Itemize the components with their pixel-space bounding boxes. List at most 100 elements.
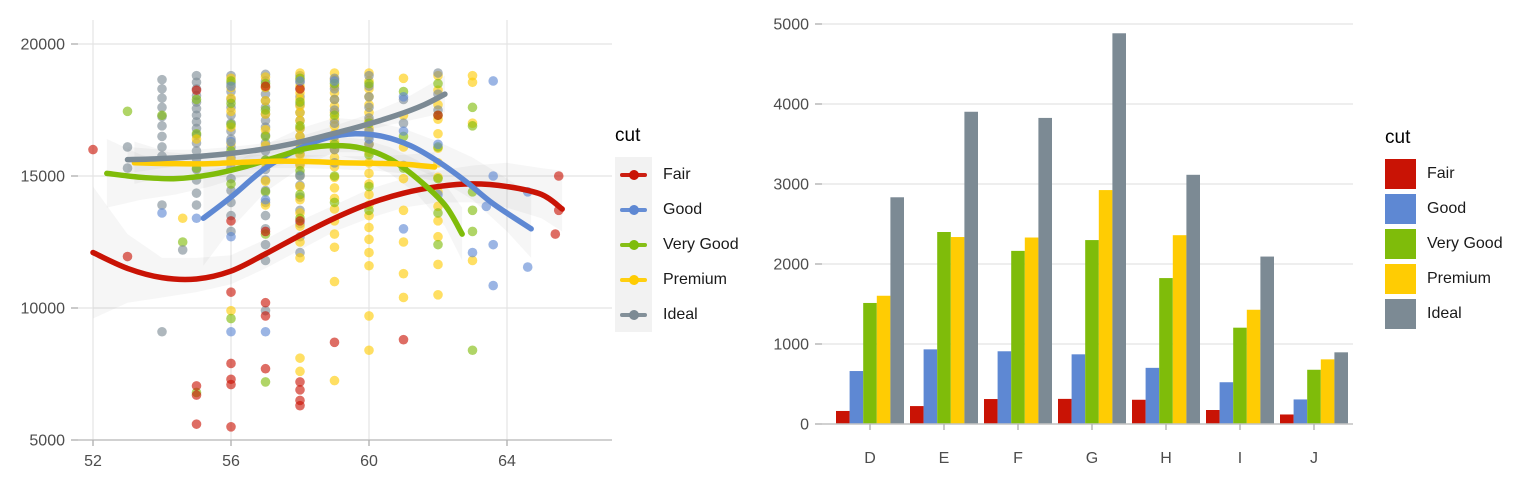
scatter-point bbox=[433, 231, 443, 242]
scatter-point bbox=[295, 353, 305, 363]
bar-I-Premium bbox=[1246, 309, 1261, 424]
scatter-point bbox=[295, 97, 305, 107]
bar-H-Good bbox=[1145, 367, 1160, 424]
scatter-point bbox=[295, 189, 305, 200]
scatter-point bbox=[157, 102, 167, 113]
scatter-point bbox=[295, 121, 305, 131]
scatter-point bbox=[295, 385, 305, 395]
bar-H-Very Good bbox=[1159, 278, 1173, 424]
legend-title: cut bbox=[615, 125, 641, 146]
smooth-curve-Ideal bbox=[124, 91, 448, 163]
scatter-point bbox=[191, 213, 202, 224]
tick-label: 64 bbox=[498, 453, 516, 470]
scatter-point bbox=[191, 381, 202, 391]
bar-D-Ideal bbox=[890, 197, 904, 424]
scatter-point bbox=[157, 84, 167, 94]
legend-item-fair: Fair bbox=[1385, 159, 1503, 189]
legend-title: cut bbox=[1385, 127, 1411, 148]
scatter-point bbox=[260, 81, 271, 92]
scatter-point bbox=[364, 181, 374, 192]
tick-label: F bbox=[1013, 450, 1023, 467]
bar-H-Ideal bbox=[1186, 174, 1200, 424]
scatter-point bbox=[191, 390, 202, 400]
legend-item-ideal: Ideal bbox=[615, 297, 739, 332]
scatter-point bbox=[433, 128, 443, 139]
legend-swatch bbox=[1385, 194, 1416, 224]
scatter-point bbox=[398, 268, 409, 279]
bar-D-Good bbox=[849, 371, 864, 424]
scatter-point bbox=[467, 70, 478, 81]
scatter-point bbox=[122, 106, 133, 117]
scatter-point bbox=[364, 247, 374, 258]
scatter-point bbox=[260, 187, 271, 197]
scatter-point bbox=[398, 92, 409, 102]
scatter-point bbox=[398, 126, 409, 136]
scatter-point bbox=[122, 251, 133, 262]
scatter-point bbox=[295, 76, 305, 86]
scatter-point bbox=[433, 239, 443, 250]
bar-I-Very Good bbox=[1233, 327, 1247, 424]
scatter-point bbox=[364, 222, 374, 233]
scatter-point bbox=[226, 179, 236, 189]
smooth-curve-Good bbox=[200, 130, 534, 232]
scatter-point bbox=[260, 194, 271, 205]
scatter-point bbox=[295, 377, 305, 387]
scatter-point bbox=[550, 229, 561, 239]
legend-item-very-good: Very Good bbox=[1385, 229, 1503, 259]
legend-item-label: Premium bbox=[663, 270, 728, 288]
scatter-point bbox=[88, 144, 98, 155]
legend-item-good: Good bbox=[615, 192, 739, 227]
legend-item-label: Ideal bbox=[663, 305, 698, 323]
scatter-point bbox=[398, 118, 409, 128]
scatter-point bbox=[260, 297, 271, 308]
scatter-point bbox=[260, 115, 271, 126]
bar-axes: D E F G H I J 0 1000 2000 3000 4000 5000 bbox=[773, 17, 1353, 467]
scatter-point bbox=[226, 119, 236, 130]
legend-item-premium: Premium bbox=[1385, 264, 1503, 294]
legend-item-label: Ideal bbox=[1427, 305, 1462, 322]
scatter-point bbox=[226, 313, 236, 324]
scatter-smooth-curves bbox=[90, 91, 565, 283]
scatter-point bbox=[433, 78, 443, 89]
bar-J-Premium bbox=[1320, 359, 1335, 424]
scatter-point bbox=[226, 106, 236, 117]
tick-label: 10000 bbox=[21, 301, 66, 318]
scatter-point bbox=[398, 205, 409, 216]
scatter-point bbox=[122, 163, 133, 173]
bar-D-Fair bbox=[836, 410, 850, 424]
tick-label: 52 bbox=[84, 453, 102, 470]
bar-legend: cut Fair Good Very Good Premium Ideal bbox=[1385, 127, 1503, 334]
scatter-point bbox=[398, 334, 409, 345]
scatter-point bbox=[191, 200, 202, 210]
scatter-point bbox=[329, 171, 340, 181]
legend-item-label: Very Good bbox=[663, 235, 739, 253]
tick-label: E bbox=[939, 450, 950, 467]
scatter-legend: cut Fair Good Very Good Premium Ideal bbox=[615, 125, 739, 332]
bar-E-Ideal bbox=[964, 111, 978, 424]
scatter-point bbox=[260, 226, 271, 237]
scatter-point bbox=[329, 110, 340, 121]
scatter-point bbox=[226, 326, 236, 337]
bar-G-Good bbox=[1071, 354, 1086, 424]
legend-item-label: Fair bbox=[1427, 165, 1455, 182]
bar-G-Ideal bbox=[1112, 33, 1126, 424]
scatter-point bbox=[260, 210, 271, 221]
scatter-point bbox=[364, 102, 374, 113]
scatter-point bbox=[467, 121, 478, 131]
bar-F-Very Good bbox=[1011, 250, 1025, 424]
tick-label: G bbox=[1086, 450, 1098, 467]
legend-swatch bbox=[1385, 264, 1416, 294]
tick-label: 60 bbox=[360, 453, 378, 470]
bar-H-Premium bbox=[1172, 235, 1187, 424]
scatter-point bbox=[226, 136, 236, 147]
tick-label: 3000 bbox=[773, 177, 809, 194]
scatter-point bbox=[364, 78, 374, 89]
scatter-legend-keys: Fair Good Very Good Premium Ideal bbox=[615, 157, 739, 332]
bars bbox=[836, 33, 1348, 425]
tick-label: D bbox=[864, 450, 876, 467]
scatter-point bbox=[398, 237, 409, 247]
scatter-point bbox=[191, 70, 202, 81]
bar-F-Premium bbox=[1024, 237, 1039, 424]
scatter-point bbox=[260, 239, 271, 250]
